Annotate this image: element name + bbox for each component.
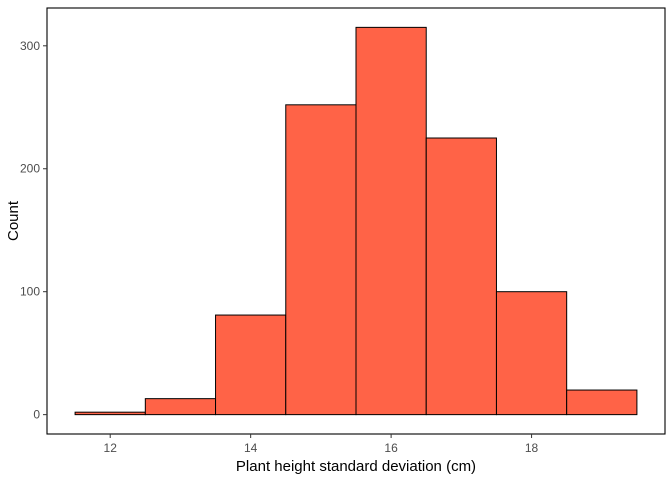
histogram-bar-6 xyxy=(495,291,568,416)
x-tick-label: 16 xyxy=(384,441,398,455)
histogram-bar-3 xyxy=(285,104,357,416)
plot-panel-border xyxy=(46,7,666,435)
histogram-bar-0 xyxy=(74,411,146,416)
y-axis: 0 100 200 300 xyxy=(20,39,47,422)
x-tick-label: 12 xyxy=(104,441,118,455)
histogram-bar-1 xyxy=(144,398,217,416)
y-axis-title: Count xyxy=(5,200,22,241)
bars-group xyxy=(74,26,638,416)
x-tick-label: 14 xyxy=(244,441,258,455)
histogram-bar-2 xyxy=(215,314,287,416)
y-tick-label: 100 xyxy=(20,285,40,299)
x-axis-title: Plant height standard deviation (cm) xyxy=(236,458,476,475)
y-tick-label: 200 xyxy=(20,162,40,176)
histogram-bar-4 xyxy=(355,26,427,416)
x-tick-label: 18 xyxy=(525,441,539,455)
y-tick-label: 300 xyxy=(20,39,40,53)
x-axis: 12 14 16 18 xyxy=(104,434,539,455)
histogram-bar-5 xyxy=(425,137,497,416)
histogram-bar-7 xyxy=(566,389,638,416)
y-tick-label: 0 xyxy=(33,408,40,422)
